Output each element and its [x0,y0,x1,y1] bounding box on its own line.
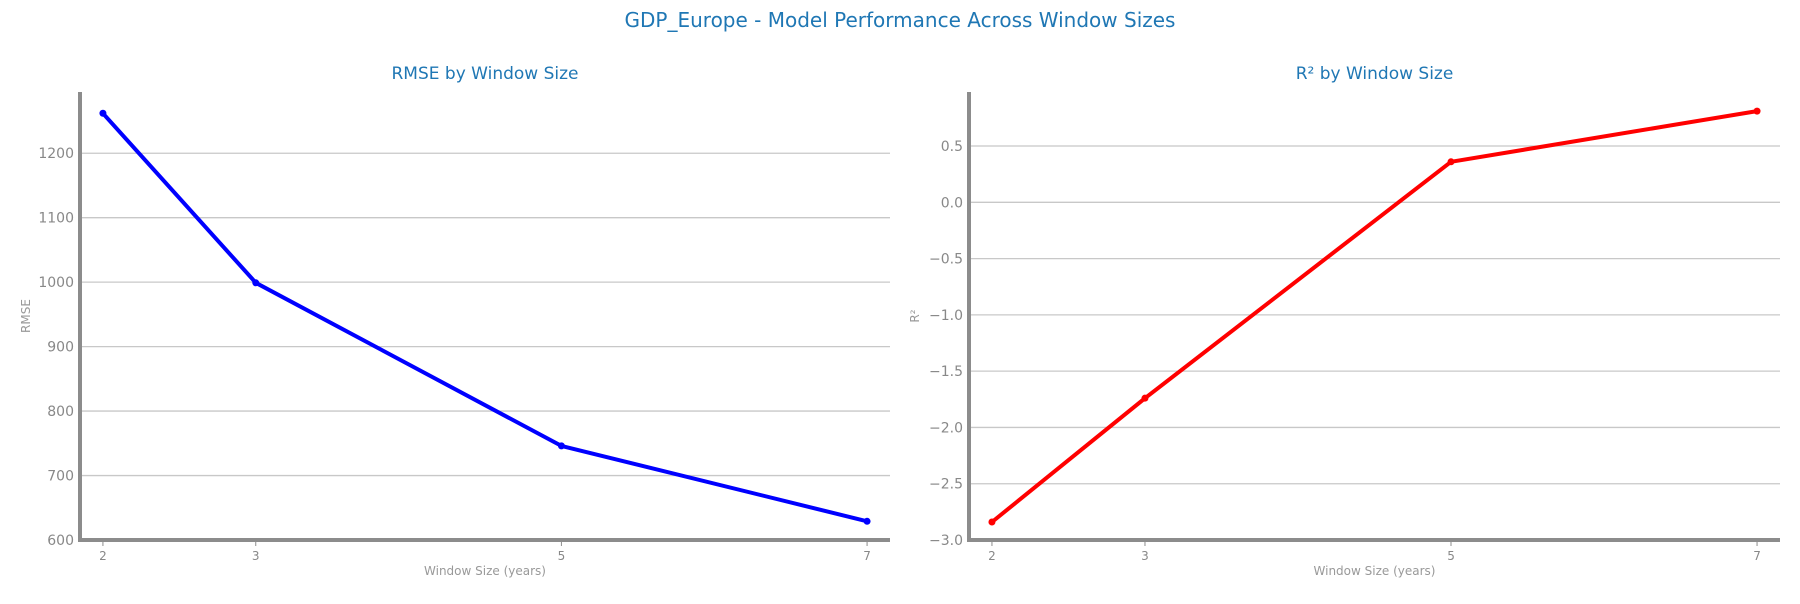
r2-ytick-label: −3.0 [929,533,963,549]
rmse-data-point [99,109,107,117]
rmse-data-point [863,517,871,525]
r2-y-axis-label: R² [908,309,922,322]
rmse-ytick-label: 900 [47,340,74,356]
rmse-xtick-label: 2 [99,549,107,563]
r2-xtick-label: 7 [1753,549,1761,563]
r2-xtick-label: 5 [1447,549,1455,563]
r2-data-point [988,518,996,526]
rmse-ytick-label: 1000 [38,275,74,291]
rmse-xtick-label: 5 [558,549,566,563]
r2-series-line [990,109,1759,524]
r2-chart: R² by Window Size −3.0 −2.5 −2.0 −1.5 −1.0 −0.… [908,64,1780,578]
rmse-chart-title: RMSE by Window Size [392,64,579,84]
rmse-xtick-label: 3 [252,549,260,563]
rmse-ytick-label: 700 [47,469,74,485]
rmse-ytick-label: 1200 [38,146,74,162]
rmse-series-line [100,111,870,524]
rmse-ytick-label: 600 [47,533,74,549]
rmse-y-axis-label: RMSE [19,299,33,333]
rmse-ytick-label: 1100 [38,211,74,227]
r2-ytick-label: −1.0 [929,308,963,324]
r2-chart-title: R² by Window Size [1296,64,1454,84]
rmse-x-axis-label: Window Size (years) [424,564,546,578]
r2-xtick-label: 2 [988,549,996,563]
r2-data-point [1141,394,1149,402]
rmse-xtick-label: 7 [863,549,871,563]
r2-ytick-label: −0.5 [929,252,963,268]
r2-data-point [1753,107,1761,115]
r2-xtick-label: 3 [1141,549,1149,563]
rmse-data-point [557,442,565,450]
r2-x-axis-label: Window Size (years) [1314,564,1436,578]
r2-ytick-label: −2.5 [929,477,963,493]
r2-ytick-label: 0.0 [941,195,963,211]
rmse-chart: RMSE by Window Size 600 700 800 900 1000 1100 1… [19,64,890,578]
r2-ytick-label: −2.0 [929,420,963,436]
r2-ytick-label: 0.5 [941,139,963,155]
r2-ytick-label: −1.5 [929,364,963,380]
rmse-data-point [252,279,260,287]
r2-data-point [1447,158,1455,166]
rmse-ytick-label: 800 [47,404,74,420]
figure-title: GDP_Europe - Model Performance Across Wi… [624,8,1176,32]
